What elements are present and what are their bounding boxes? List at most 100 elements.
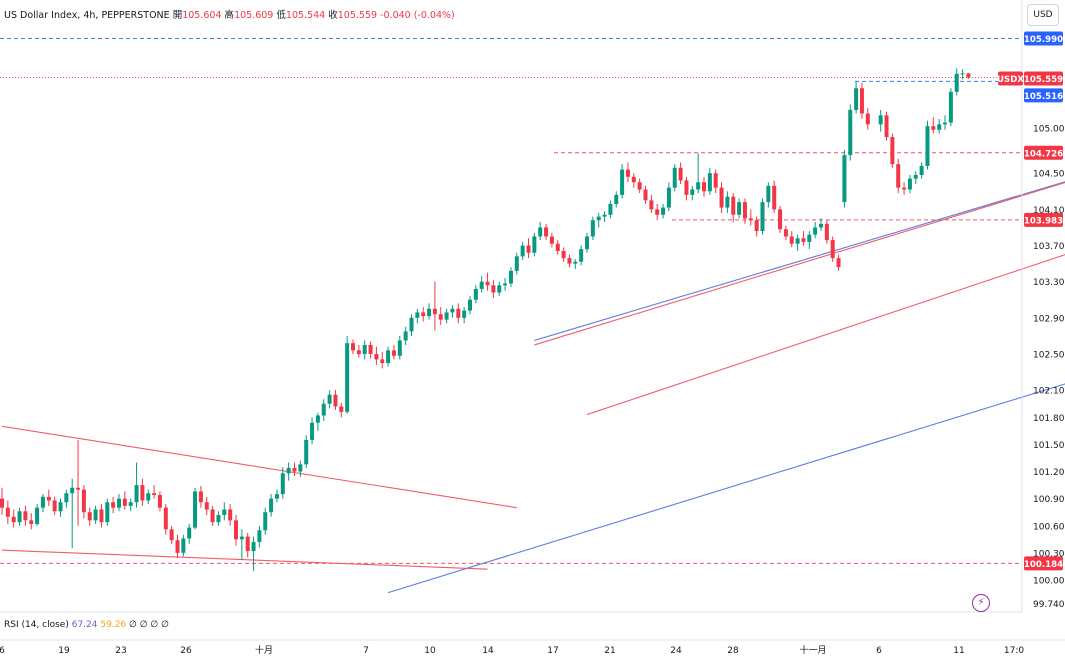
candle-body-120 <box>702 182 706 192</box>
price-tag-5: 103.983 <box>1024 216 1063 226</box>
y-axis[interactable]: 105.000 104.500 104.100 103.700 103.300 102.9… <box>1033 125 1065 611</box>
candle-body-25 <box>146 493 151 501</box>
candle-body-79 <box>462 310 467 318</box>
candle-body-11 <box>64 493 69 503</box>
candle-body-82 <box>479 281 484 289</box>
candle-body-113 <box>661 207 666 215</box>
x-tick-6: 10 <box>424 646 436 656</box>
candle-body-122 <box>713 173 718 188</box>
candle-body-56 <box>327 394 332 404</box>
candle-body-20 <box>117 498 121 508</box>
candle-body-124 <box>725 196 730 208</box>
candle-body-125 <box>731 196 736 215</box>
x-axis[interactable]: 6 19 23 26 十月 7 10 14 17 21 24 28 十一月 6 11 17:0 <box>0 644 1024 656</box>
price-tag-bg-3 <box>1024 88 1063 103</box>
y-tick-14: 100.000 <box>1033 577 1065 587</box>
rsi-legend[interactable]: RSI (14, close) 67.24 59.26 ∅ ∅ ∅ ∅ <box>4 620 169 630</box>
y-tick-1: 104.500 <box>1033 170 1065 180</box>
candle-body-111 <box>649 200 654 210</box>
candle-body-22 <box>128 502 133 506</box>
candle-body-15 <box>87 512 92 521</box>
candle-body-106 <box>620 169 625 195</box>
candle-body-57 <box>333 394 338 407</box>
candle-body-8 <box>46 496 51 501</box>
candle-body-161 <box>948 91 953 123</box>
candle-body-44 <box>257 530 262 543</box>
candle-body-43 <box>251 542 256 552</box>
trendline-5 <box>1 549 488 570</box>
x-tick-12: 十一月 <box>799 644 826 656</box>
low-label: 低 <box>276 10 286 21</box>
y-tick-9: 101.500 <box>1033 441 1065 451</box>
candle-body-84 <box>491 285 496 293</box>
candle-body-89 <box>520 245 525 257</box>
candle-body-107 <box>625 169 630 177</box>
candle-body-134 <box>783 229 788 237</box>
candle-body-100 <box>585 236 589 250</box>
symbol-title[interactable]: US Dollar Index, 4h, PEPPERSTONE <box>4 10 170 21</box>
horizontal-levels <box>0 38 1022 564</box>
y-tick-11: 100.900 <box>1033 495 1065 505</box>
candle-body-53 <box>310 422 315 440</box>
y-tick-8: 101.800 <box>1033 414 1065 424</box>
candle-body-41 <box>239 536 244 540</box>
candle-body-94 <box>549 236 554 244</box>
candle-body-133 <box>778 209 783 230</box>
candle-body-139 <box>813 227 818 235</box>
candle-body-155 <box>913 175 918 179</box>
candle-body-27 <box>157 495 162 508</box>
candle-body-148 <box>865 113 870 125</box>
rsi-name[interactable]: RSI (14, close) <box>4 620 69 630</box>
candle-body-69 <box>403 331 408 341</box>
candle-body-16 <box>93 509 98 521</box>
candle-body-67 <box>391 350 396 356</box>
candle-body-66 <box>386 350 391 364</box>
x-tick-3: 26 <box>180 646 192 656</box>
candle-body-10 <box>58 502 63 512</box>
trendline-2 <box>534 181 1065 346</box>
candle-body-18 <box>105 502 110 523</box>
candle-body-68 <box>397 340 402 356</box>
lightning-icon[interactable]: ⚡ <box>972 594 990 612</box>
y-tick-4: 103.300 <box>1033 278 1065 288</box>
trendline-3 <box>586 254 1065 416</box>
candle-body-55 <box>321 403 326 416</box>
candle-body-154 <box>907 178 912 190</box>
candle-body-150 <box>884 115 889 138</box>
y-tick-7: 102.100 <box>1033 387 1065 397</box>
currency-button[interactable]: USD <box>1027 4 1059 26</box>
price-tag-2: 105.559 <box>1024 75 1063 85</box>
candle-body-138 <box>807 234 812 242</box>
candle-body-38 <box>222 509 227 515</box>
price-tag-bg-0 <box>1024 31 1063 46</box>
candle-body-77 <box>450 308 455 313</box>
candle-body-92 <box>538 227 543 237</box>
candle-body-101 <box>590 220 595 237</box>
candle-body-119 <box>696 182 701 190</box>
candle-body-70 <box>409 317 414 332</box>
candle-body-129 <box>754 220 759 232</box>
candle-body-35 <box>204 502 209 510</box>
close-label: 收 <box>328 10 338 21</box>
y-tick-5: 102.900 <box>1033 314 1065 324</box>
price-tag-bg-4 <box>1024 145 1063 160</box>
candle-body-126 <box>737 202 742 215</box>
open-label: 開 <box>172 10 183 21</box>
candle-body-42 <box>245 536 250 552</box>
high-label: 高 <box>224 10 235 21</box>
candle-body-39 <box>228 509 233 521</box>
x-tick-2: 23 <box>115 646 126 656</box>
candle-body-87 <box>508 270 513 284</box>
candle-body-127 <box>742 202 747 219</box>
candle-body-149 <box>878 115 883 125</box>
symbol-legend[interactable]: US Dollar Index, 4h, PEPPERSTONE 開105.60… <box>4 7 455 21</box>
y-tick-15: 99.740 <box>1033 600 1065 610</box>
candle-body-13 <box>76 487 81 490</box>
y-tick-13: 100.300 <box>1033 549 1065 559</box>
candle-body-114 <box>666 187 671 208</box>
candle-body-110 <box>643 189 648 201</box>
candle-body-160 <box>943 122 948 125</box>
candle-body-132 <box>772 185 777 210</box>
candle-body-143 <box>836 258 841 268</box>
